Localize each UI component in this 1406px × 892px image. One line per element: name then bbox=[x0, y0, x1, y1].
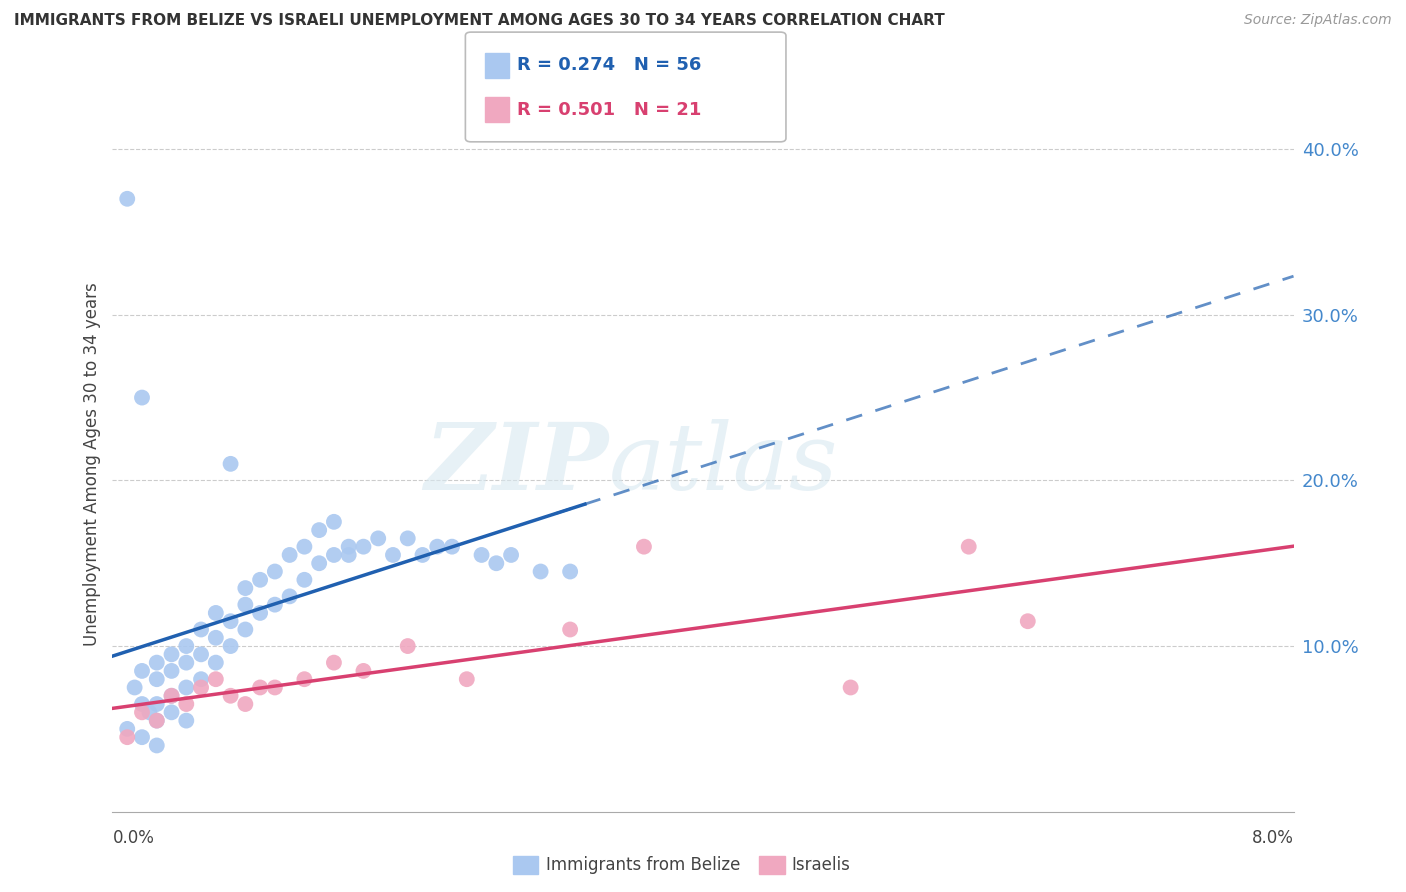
Point bbox=[264, 565, 287, 579]
Point bbox=[117, 192, 138, 206]
Point bbox=[367, 532, 389, 546]
Point bbox=[205, 672, 228, 686]
Point bbox=[264, 681, 287, 695]
Point bbox=[396, 639, 419, 653]
Text: R = 0.501   N = 21: R = 0.501 N = 21 bbox=[517, 101, 702, 119]
Point bbox=[160, 706, 183, 720]
Point bbox=[382, 548, 405, 562]
Point bbox=[471, 548, 494, 562]
Text: Source: ZipAtlas.com: Source: ZipAtlas.com bbox=[1244, 13, 1392, 28]
Point bbox=[233, 697, 256, 711]
Point bbox=[839, 681, 862, 695]
Point bbox=[138, 706, 160, 720]
Point bbox=[456, 672, 478, 686]
Text: atlas: atlas bbox=[609, 419, 838, 508]
Text: ZIP: ZIP bbox=[425, 419, 609, 508]
Point bbox=[308, 556, 330, 570]
Text: IMMIGRANTS FROM BELIZE VS ISRAELI UNEMPLOYMENT AMONG AGES 30 TO 34 YEARS CORRELA: IMMIGRANTS FROM BELIZE VS ISRAELI UNEMPL… bbox=[14, 13, 945, 29]
Point bbox=[219, 639, 242, 653]
Point bbox=[160, 689, 183, 703]
Point bbox=[219, 614, 242, 628]
Point bbox=[146, 714, 169, 728]
Point bbox=[131, 730, 153, 744]
Point bbox=[337, 540, 360, 554]
Point bbox=[633, 540, 655, 554]
Point bbox=[264, 598, 287, 612]
Point bbox=[1017, 614, 1039, 628]
Point bbox=[249, 606, 271, 620]
Point bbox=[131, 664, 153, 678]
Point bbox=[278, 548, 301, 562]
Point bbox=[292, 540, 315, 554]
Point bbox=[529, 565, 551, 579]
Point bbox=[174, 681, 197, 695]
Point bbox=[426, 540, 449, 554]
Point bbox=[190, 672, 212, 686]
Point bbox=[146, 672, 169, 686]
Point bbox=[190, 681, 212, 695]
Point bbox=[117, 722, 138, 736]
Point bbox=[131, 706, 153, 720]
Point bbox=[146, 656, 169, 670]
Point bbox=[412, 548, 434, 562]
Point bbox=[352, 664, 374, 678]
Point bbox=[174, 714, 197, 728]
Point bbox=[337, 548, 360, 562]
Point bbox=[323, 515, 346, 529]
Point bbox=[957, 540, 980, 554]
Point bbox=[292, 573, 315, 587]
Point bbox=[219, 689, 242, 703]
Point bbox=[219, 457, 242, 471]
Point bbox=[174, 639, 197, 653]
Point bbox=[249, 573, 271, 587]
Point bbox=[233, 581, 256, 595]
Point bbox=[205, 631, 228, 645]
Point bbox=[308, 523, 330, 537]
Text: Israelis: Israelis bbox=[792, 856, 851, 874]
Point bbox=[233, 598, 256, 612]
Point bbox=[396, 532, 419, 546]
Point bbox=[174, 656, 197, 670]
Point bbox=[323, 656, 346, 670]
Point bbox=[205, 656, 228, 670]
Point bbox=[560, 623, 582, 637]
Text: 0.0%: 0.0% bbox=[112, 829, 155, 847]
Point bbox=[131, 391, 153, 405]
Point bbox=[190, 648, 212, 662]
Point bbox=[292, 672, 315, 686]
Point bbox=[233, 623, 256, 637]
Point bbox=[560, 565, 582, 579]
Point bbox=[205, 606, 228, 620]
Text: R = 0.274   N = 56: R = 0.274 N = 56 bbox=[517, 56, 702, 74]
Y-axis label: Unemployment Among Ages 30 to 34 years: Unemployment Among Ages 30 to 34 years bbox=[83, 282, 101, 646]
Point bbox=[278, 590, 301, 604]
Point bbox=[146, 697, 169, 711]
Point bbox=[117, 730, 138, 744]
Point bbox=[160, 648, 183, 662]
Point bbox=[174, 697, 197, 711]
Point bbox=[485, 556, 508, 570]
Text: 8.0%: 8.0% bbox=[1251, 829, 1294, 847]
Point bbox=[323, 548, 346, 562]
Point bbox=[249, 681, 271, 695]
Point bbox=[441, 540, 464, 554]
Point bbox=[501, 548, 523, 562]
Point bbox=[146, 739, 169, 753]
Text: Immigrants from Belize: Immigrants from Belize bbox=[546, 856, 740, 874]
Point bbox=[160, 664, 183, 678]
Point bbox=[131, 697, 153, 711]
Point bbox=[124, 681, 146, 695]
Point bbox=[146, 714, 169, 728]
Point bbox=[352, 540, 374, 554]
Point bbox=[190, 623, 212, 637]
Point bbox=[160, 689, 183, 703]
